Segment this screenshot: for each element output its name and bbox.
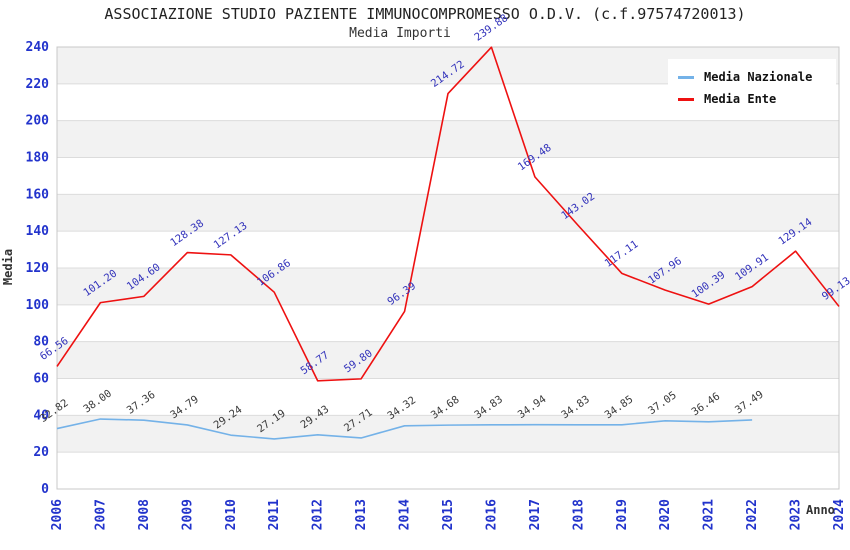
plot-border bbox=[56, 46, 840, 490]
x-tick-label: 2009 bbox=[180, 499, 195, 530]
y-tick-label: 200 bbox=[26, 114, 50, 129]
plot-band bbox=[57, 157, 839, 195]
x-tick-label: 2007 bbox=[93, 499, 108, 530]
legend-swatch-media-nazionale bbox=[678, 75, 694, 79]
plot-band bbox=[57, 231, 839, 268]
plot-band bbox=[57, 452, 839, 489]
plot-band bbox=[57, 194, 839, 232]
plot-band bbox=[57, 268, 839, 305]
x-tick-label: 2021 bbox=[702, 499, 717, 530]
legend: Media Nazionale Media Ente bbox=[668, 59, 836, 116]
y-tick-label: 180 bbox=[26, 151, 50, 166]
x-tick-label: 2014 bbox=[398, 499, 413, 530]
x-tick-label: 2022 bbox=[745, 499, 760, 530]
y-tick-label: 40 bbox=[33, 408, 49, 423]
x-tick-label: 2006 bbox=[50, 499, 65, 530]
y-tick-label: 160 bbox=[26, 187, 50, 202]
x-tick-label: 2010 bbox=[224, 499, 239, 530]
y-tick-label: 20 bbox=[33, 445, 49, 460]
x-tick-label: 2020 bbox=[658, 499, 673, 530]
series-line-media-ente bbox=[56, 46, 840, 382]
plot-band bbox=[57, 378, 839, 416]
y-axis-title: Media bbox=[1, 248, 15, 286]
y-tick-label: 0 bbox=[41, 482, 49, 497]
plot-band bbox=[57, 120, 839, 158]
x-axis-title: Anno bbox=[806, 503, 835, 517]
plot-band bbox=[57, 341, 839, 379]
legend-item-media-nazionale: Media Nazionale bbox=[678, 66, 828, 88]
y-tick-label: 240 bbox=[26, 40, 50, 55]
x-tick-label: 2011 bbox=[267, 499, 282, 530]
legend-item-media-ente: Media Ente bbox=[678, 88, 828, 110]
data-label: 239.88 bbox=[472, 12, 510, 44]
legend-swatch-media-ente bbox=[678, 97, 694, 101]
y-tick-label: 120 bbox=[26, 261, 50, 276]
x-tick-label: 2019 bbox=[615, 499, 630, 530]
chart-title: ASSOCIAZIONE STUDIO PAZIENTE IMMUNOCOMPR… bbox=[104, 5, 746, 23]
x-tick-label: 2013 bbox=[354, 499, 369, 530]
y-tick-label: 100 bbox=[26, 298, 50, 313]
plot-band bbox=[57, 304, 839, 342]
x-tick-label: 2023 bbox=[789, 499, 804, 530]
x-tick-label: 2016 bbox=[484, 499, 499, 530]
legend-label: Media Ente bbox=[704, 92, 777, 106]
series-line-media-nazionale bbox=[56, 418, 753, 440]
x-tick-label: 2018 bbox=[571, 499, 586, 530]
y-tick-label: 220 bbox=[26, 77, 50, 92]
x-tick-label: 2008 bbox=[137, 499, 152, 530]
x-tick-label: 2017 bbox=[528, 499, 543, 530]
legend-label: Media Nazionale bbox=[704, 70, 813, 84]
x-tick-label: 2015 bbox=[441, 499, 456, 530]
y-tick-label: 80 bbox=[33, 335, 49, 350]
y-tick-label: 140 bbox=[26, 224, 50, 239]
x-tick-label: 2024 bbox=[832, 499, 847, 530]
y-tick-label: 60 bbox=[33, 372, 49, 387]
x-tick-label: 2012 bbox=[311, 499, 326, 530]
chart-subtitle: Media Importi bbox=[349, 26, 451, 41]
